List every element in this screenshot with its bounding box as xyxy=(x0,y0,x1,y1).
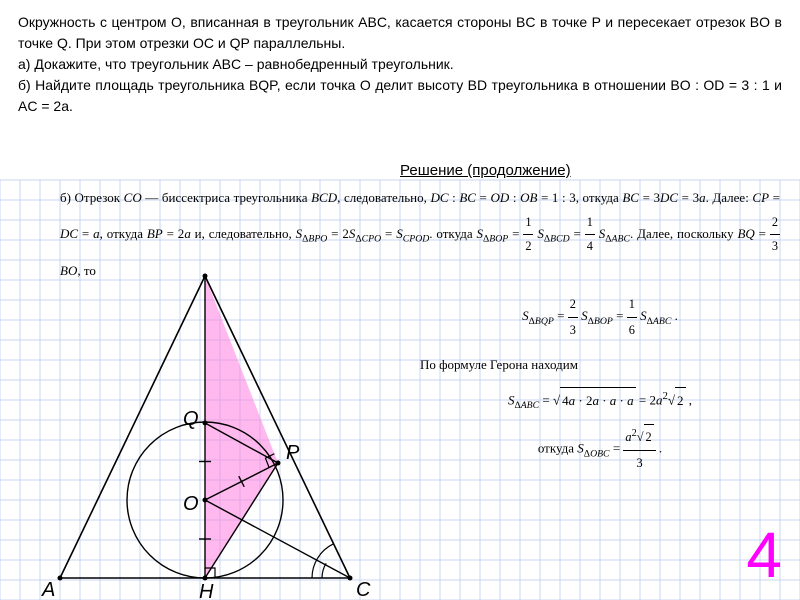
formula-heron: SΔABC = √4a · 2a · a · a = 2a2√2 , xyxy=(420,386,780,415)
solution-right-column: SΔBQP = 23 SΔBOP = 16 SΔABC . По формуле… xyxy=(420,286,780,481)
svg-text:B: B xyxy=(197,268,210,273)
svg-text:Q: Q xyxy=(183,408,199,430)
heron-text: По формуле Герона находим xyxy=(420,352,780,378)
problem-line-1: Окружность с центром O, вписанная в треу… xyxy=(18,12,782,54)
solution-title: Решение (продолжение) xyxy=(400,162,571,180)
formula-final: откуда SΔOBC = a2√23 . xyxy=(420,424,780,475)
problem-statement: Окружность с центром O, вписанная в треу… xyxy=(0,0,800,117)
svg-text:A: A xyxy=(41,579,55,598)
problem-line-3: б) Найдите площадь треугольника BQP, есл… xyxy=(18,75,782,117)
page-number: 4 xyxy=(746,518,782,592)
geometry-diagram: A B C H O Q P xyxy=(20,268,400,598)
problem-line-2: а) Докажите, что треугольник ABC – равно… xyxy=(18,54,782,75)
svg-text:H: H xyxy=(199,581,214,598)
formula-sbqp: SΔBQP = 23 SΔBOP = 16 SΔABC . xyxy=(420,292,780,342)
svg-text:O: O xyxy=(183,493,199,515)
svg-text:C: C xyxy=(356,579,371,598)
svg-text:P: P xyxy=(286,442,300,464)
